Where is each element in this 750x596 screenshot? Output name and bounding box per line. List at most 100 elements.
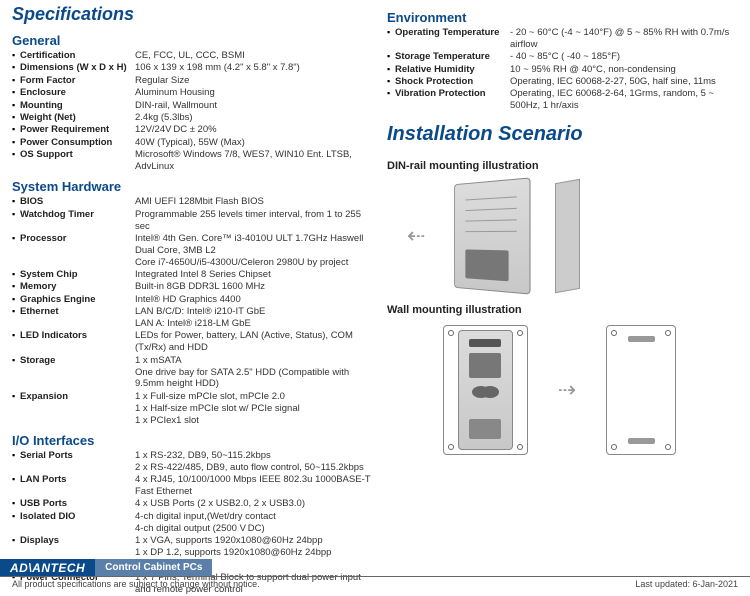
- spec-value: 1 x Full-size mPCIe slot, mPCIe 2.01 x H…: [135, 391, 372, 427]
- spec-value: LAN B/C/D: Intel® i210-IT GbELAN A: Inte…: [135, 306, 372, 330]
- spec-value: LEDs for Power, battery, LAN (Active, St…: [135, 330, 372, 354]
- spec-row: ▪Form FactorRegular Size: [12, 75, 372, 87]
- section-io: I/O Interfaces: [12, 433, 372, 448]
- spec-row: ▪Power Requirement12V/24V DC ± 20%: [12, 124, 372, 136]
- bullet-icon: ▪: [12, 149, 20, 160]
- spec-label: Form Factor: [20, 75, 135, 87]
- spec-label: Certification: [20, 50, 135, 62]
- spec-label: Weight (Net): [20, 112, 135, 124]
- spec-row: ▪Relative Humidity10 ~ 95% RH @ 40°C, no…: [387, 64, 732, 76]
- spec-value: 4-ch digital input,(Wet/dry contact4-ch …: [135, 511, 372, 535]
- spec-value: Aluminum Housing: [135, 87, 372, 99]
- bullet-icon: ▪: [12, 511, 20, 522]
- spec-value: 106 x 139 x 198 mm (4.2" x 5.8" x 7.8"): [135, 62, 372, 74]
- spec-row: ▪Storage1 x mSATAOne drive bay for SATA …: [12, 355, 372, 391]
- spec-row: ▪Storage Temperature- 40 ~ 85°C ( -40 ~ …: [387, 51, 732, 63]
- spec-row: ▪Serial Ports1 x RS-232, DB9, 50~115.2kb…: [12, 450, 372, 474]
- bullet-icon: ▪: [12, 355, 20, 366]
- bullet-icon: ▪: [387, 27, 395, 38]
- spec-label: Expansion: [20, 391, 135, 403]
- spec-label: Graphics Engine: [20, 294, 135, 306]
- spec-row: ▪Shock ProtectionOperating, IEC 60068-2-…: [387, 76, 732, 88]
- spec-value: 2.4kg (5.3lbs): [135, 112, 372, 124]
- bullet-icon: ▪: [12, 498, 20, 509]
- spec-label: Serial Ports: [20, 450, 135, 462]
- spec-row: ▪LED IndicatorsLEDs for Power, battery, …: [12, 330, 372, 354]
- spec-row: ▪Power Consumption40W (Typical), 55W (Ma…: [12, 137, 372, 149]
- spec-label: Displays: [20, 535, 135, 547]
- section-env: Environment: [387, 10, 732, 25]
- general-list: ▪CertificationCE, FCC, UL, CCC, BSMI▪Dim…: [12, 50, 372, 173]
- spec-row: ▪Operating Temperature- 20 ~ 60°C (-4 ~ …: [387, 27, 732, 51]
- spec-value: Intel® HD Graphics 4400: [135, 294, 372, 306]
- spec-label: Power Requirement: [20, 124, 135, 136]
- bullet-icon: ▪: [12, 306, 20, 317]
- spec-value: 12V/24V DC ± 20%: [135, 124, 372, 136]
- footer-notice: All product specifications are subject t…: [12, 579, 260, 589]
- din-illus-title: DIN-rail mounting illustration: [387, 160, 732, 172]
- spec-value: AMI UEFI 128Mbit Flash BIOS: [135, 196, 372, 208]
- spec-value: 10 ~ 95% RH @ 40°C, non-condensing: [510, 64, 732, 76]
- bullet-icon: ▪: [12, 330, 20, 341]
- spec-row: ▪Expansion1 x Full-size mPCIe slot, mPCI…: [12, 391, 372, 427]
- bullet-icon: ▪: [12, 50, 20, 61]
- spec-label: Processor: [20, 233, 135, 245]
- spec-label: Enclosure: [20, 87, 135, 99]
- spec-row: ▪Vibration ProtectionOperating, IEC 6006…: [387, 88, 732, 112]
- bullet-icon: ▪: [12, 450, 20, 461]
- bullet-icon: ▪: [12, 391, 20, 402]
- bullet-icon: ▪: [12, 137, 20, 148]
- spec-row: ▪Displays1 x VGA, supports 1920x1080@60H…: [12, 535, 372, 559]
- spec-value: 4 x USB Ports (2 x USB2.0, 2 x USB3.0): [135, 498, 372, 510]
- spec-label: Isolated DIO: [20, 511, 135, 523]
- bullet-icon: ▪: [12, 294, 20, 305]
- spec-label: Ethernet: [20, 306, 135, 318]
- spec-row: ▪EnclosureAluminum Housing: [12, 87, 372, 99]
- spec-value: 40W (Typical), 55W (Max): [135, 137, 372, 149]
- spec-row: ▪USB Ports4 x USB Ports (2 x USB2.0, 2 x…: [12, 498, 372, 510]
- bullet-icon: ▪: [387, 64, 395, 75]
- spec-value: Integrated Intel 8 Series Chipset: [135, 269, 372, 281]
- category-label: Control Cabinet PCs: [95, 559, 212, 576]
- spec-label: Relative Humidity: [395, 64, 510, 76]
- bullet-icon: ▪: [12, 75, 20, 86]
- spec-label: Memory: [20, 281, 135, 293]
- spec-row: ▪Graphics EngineIntel® HD Graphics 4400: [12, 294, 372, 306]
- spec-label: Power Consumption: [20, 137, 135, 149]
- spec-value: Regular Size: [135, 75, 372, 87]
- bullet-icon: ▪: [12, 535, 20, 546]
- spec-label: USB Ports: [20, 498, 135, 510]
- section-syshw: System Hardware: [12, 179, 372, 194]
- bullet-icon: ▪: [12, 281, 20, 292]
- spec-value: Programmable 255 levels timer interval, …: [135, 209, 372, 233]
- bullet-icon: ▪: [387, 51, 395, 62]
- spec-label: System Chip: [20, 269, 135, 281]
- spec-value: DIN-rail, Wallmount: [135, 100, 372, 112]
- spec-row: ▪Isolated DIO4-ch digital input,(Wet/dry…: [12, 511, 372, 535]
- spec-value: Operating, IEC 60068-2-64, 1Grms, random…: [510, 88, 732, 112]
- bullet-icon: ▪: [12, 269, 20, 280]
- spec-value: 1 x VGA, supports 1920x1080@60Hz 24bpp1 …: [135, 535, 372, 559]
- section-general: General: [12, 33, 372, 48]
- spec-value: 1 x RS-232, DB9, 50~115.2kbps2 x RS-422/…: [135, 450, 372, 474]
- spec-value: 1 x mSATAOne drive bay for SATA 2.5" HDD…: [135, 355, 372, 391]
- spec-label: OS Support: [20, 149, 135, 161]
- spec-row: ▪System ChipIntegrated Intel 8 Series Ch…: [12, 269, 372, 281]
- bullet-icon: ▪: [12, 209, 20, 220]
- spec-row: ▪BIOSAMI UEFI 128Mbit Flash BIOS: [12, 196, 372, 208]
- bullet-icon: ▪: [12, 62, 20, 73]
- bullet-icon: ▪: [12, 474, 20, 485]
- spec-label: Storage: [20, 355, 135, 367]
- spec-value: 4 x RJ45, 10/100/1000 Mbps IEEE 802.3u 1…: [135, 474, 372, 498]
- spec-value: - 20 ~ 60°C (-4 ~ 140°F) @ 5 ~ 85% RH wi…: [510, 27, 732, 51]
- spec-row: ▪MemoryBuilt-in 8GB DDR3L 1600 MHz: [12, 281, 372, 293]
- spec-row: ▪Watchdog TimerProgrammable 255 levels t…: [12, 209, 372, 233]
- spec-label: Shock Protection: [395, 76, 510, 88]
- spec-row: ▪OS SupportMicrosoft® Windows 7/8, WES7,…: [12, 149, 372, 173]
- spec-row: ▪Dimensions (W x D x H)106 x 139 x 198 m…: [12, 62, 372, 74]
- spec-row: ▪MountingDIN-rail, Wallmount: [12, 100, 372, 112]
- spec-row: ▪CertificationCE, FCC, UL, CCC, BSMI: [12, 50, 372, 62]
- bullet-icon: ▪: [12, 112, 20, 123]
- spec-value: Built-in 8GB DDR3L 1600 MHz: [135, 281, 372, 293]
- syshw-list: ▪BIOSAMI UEFI 128Mbit Flash BIOS▪Watchdo…: [12, 196, 372, 427]
